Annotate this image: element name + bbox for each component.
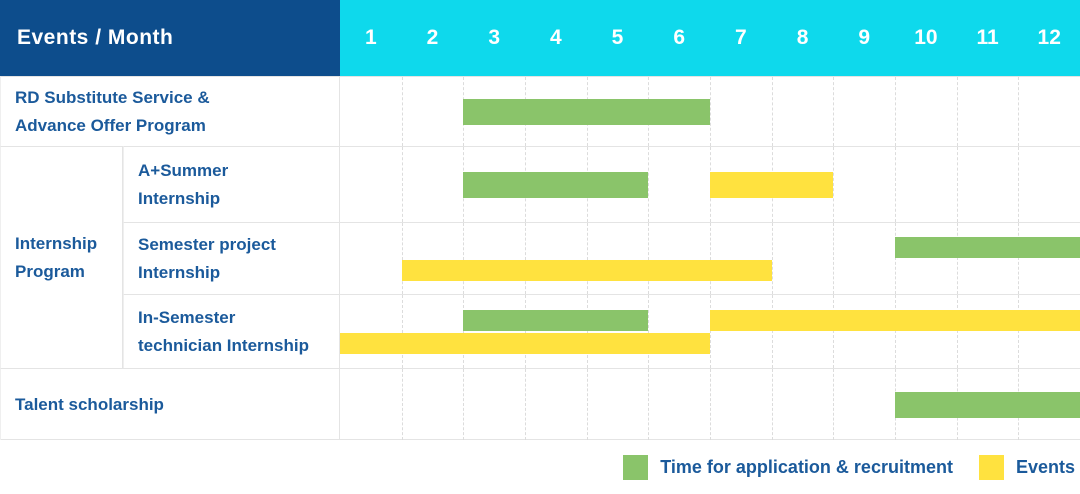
month-gridline: [956, 77, 958, 146]
gantt-row-a-summer: [340, 146, 1080, 222]
gantt-row-rd-substitute: [340, 76, 1080, 146]
month-gridline: [710, 295, 711, 368]
month-gridline: [710, 369, 711, 440]
month-gridline: [586, 223, 588, 294]
month-gridline: [833, 77, 835, 146]
gantt-bar-yellow: [710, 171, 834, 198]
month-gridline: [525, 223, 526, 294]
month-gridline: [401, 223, 403, 294]
month-gridline: [1018, 147, 1020, 222]
month-gridline: [648, 223, 650, 294]
month-gridline: [895, 223, 896, 294]
month-gridline: [463, 369, 465, 440]
month-label: 8: [796, 26, 809, 49]
month-gridline: [1018, 223, 1020, 294]
month-header-row: 1 2 3 4 5 6 7 8 9 10 11 12: [340, 0, 1080, 76]
month-gridline: [710, 77, 711, 146]
month-gridline: [401, 147, 403, 222]
gantt-row-semester-project: [340, 222, 1080, 294]
yellow-swatch-icon: [978, 454, 1004, 480]
month-gridline: [401, 77, 403, 146]
table-title: Events / Month: [0, 0, 340, 76]
gantt-bar-green: [463, 171, 649, 198]
legend-label: Events: [1015, 456, 1075, 477]
month-gridline: [833, 223, 835, 294]
month-gridline: [463, 223, 465, 294]
row-label-in-semester: In-Semester technician Internship: [123, 294, 340, 368]
legend: Time for application & recruitment Event…: [0, 440, 1075, 494]
schedule-table: Events / Month 1 2 3 4 5 6 7 8 9 10 11 12 RD Substi…: [0, 0, 1080, 440]
gantt-row-talent-scholarship: [340, 368, 1080, 440]
month-gridline: [771, 77, 773, 146]
row-label-semester-project: Semester project Internship: [123, 222, 340, 294]
legend-item-recruitment: Time for application & recruitment: [623, 454, 953, 480]
month-gridline: [463, 295, 465, 368]
gantt-row-in-semester: [340, 294, 1080, 368]
month-gridline: [401, 369, 403, 440]
month-gridline: [895, 147, 896, 222]
month-gridline: [648, 295, 650, 368]
month-gridline: [771, 369, 773, 440]
gantt-bar-green: [463, 98, 710, 125]
green-swatch-icon: [623, 454, 649, 480]
month-label: 7: [735, 26, 747, 49]
row-label-rd-substitute: RD Substitute Service & Advance Offer Pr…: [0, 76, 340, 146]
month-gridline: [956, 147, 958, 222]
month-gridline: [648, 147, 650, 222]
gantt-bar-green: [895, 391, 1080, 418]
row-label-talent-scholarship: Talent scholarship: [0, 368, 340, 440]
month-gridline: [956, 223, 958, 294]
month-label: 1: [364, 26, 377, 49]
month-gridline: [771, 295, 773, 368]
month-gridline: [586, 369, 588, 440]
month-label: 6: [673, 26, 686, 49]
month-gridline: [525, 369, 526, 440]
month-gridline: [1018, 295, 1020, 368]
month-label: 2: [426, 26, 439, 49]
gantt-bar-yellow: [710, 309, 1080, 331]
month-label: 3: [488, 26, 501, 49]
month-label: 4: [550, 26, 562, 49]
month-label: 11: [976, 26, 999, 49]
month-gridline: [833, 369, 835, 440]
month-label: 12: [1037, 26, 1061, 49]
month-gridline: [586, 295, 588, 368]
month-gridline: [401, 295, 403, 368]
group-label-internship-program: Internship Program: [0, 146, 123, 368]
gantt-bar-yellow: [340, 332, 710, 354]
gantt-bar-yellow: [401, 259, 772, 281]
month-gridline: [525, 295, 526, 368]
gantt-bar-green: [463, 309, 649, 331]
month-gridline: [895, 295, 896, 368]
month-gridline: [833, 295, 835, 368]
month-gridline: [895, 77, 896, 146]
month-gridline: [956, 295, 958, 368]
month-gridline: [1018, 77, 1020, 146]
month-label: 5: [611, 26, 624, 49]
row-label-a-summer: A+Summer Internship: [123, 146, 340, 222]
month-gridline: [771, 223, 773, 294]
month-gridline: [648, 369, 650, 440]
month-label: 9: [858, 26, 871, 49]
legend-item-events: Events: [978, 454, 1075, 480]
legend-label: Time for application & recruitment: [660, 456, 953, 477]
gantt-bar-green: [895, 236, 1080, 258]
month-gridline: [833, 147, 835, 222]
month-gridline: [710, 223, 711, 294]
month-label: 10: [914, 26, 938, 49]
